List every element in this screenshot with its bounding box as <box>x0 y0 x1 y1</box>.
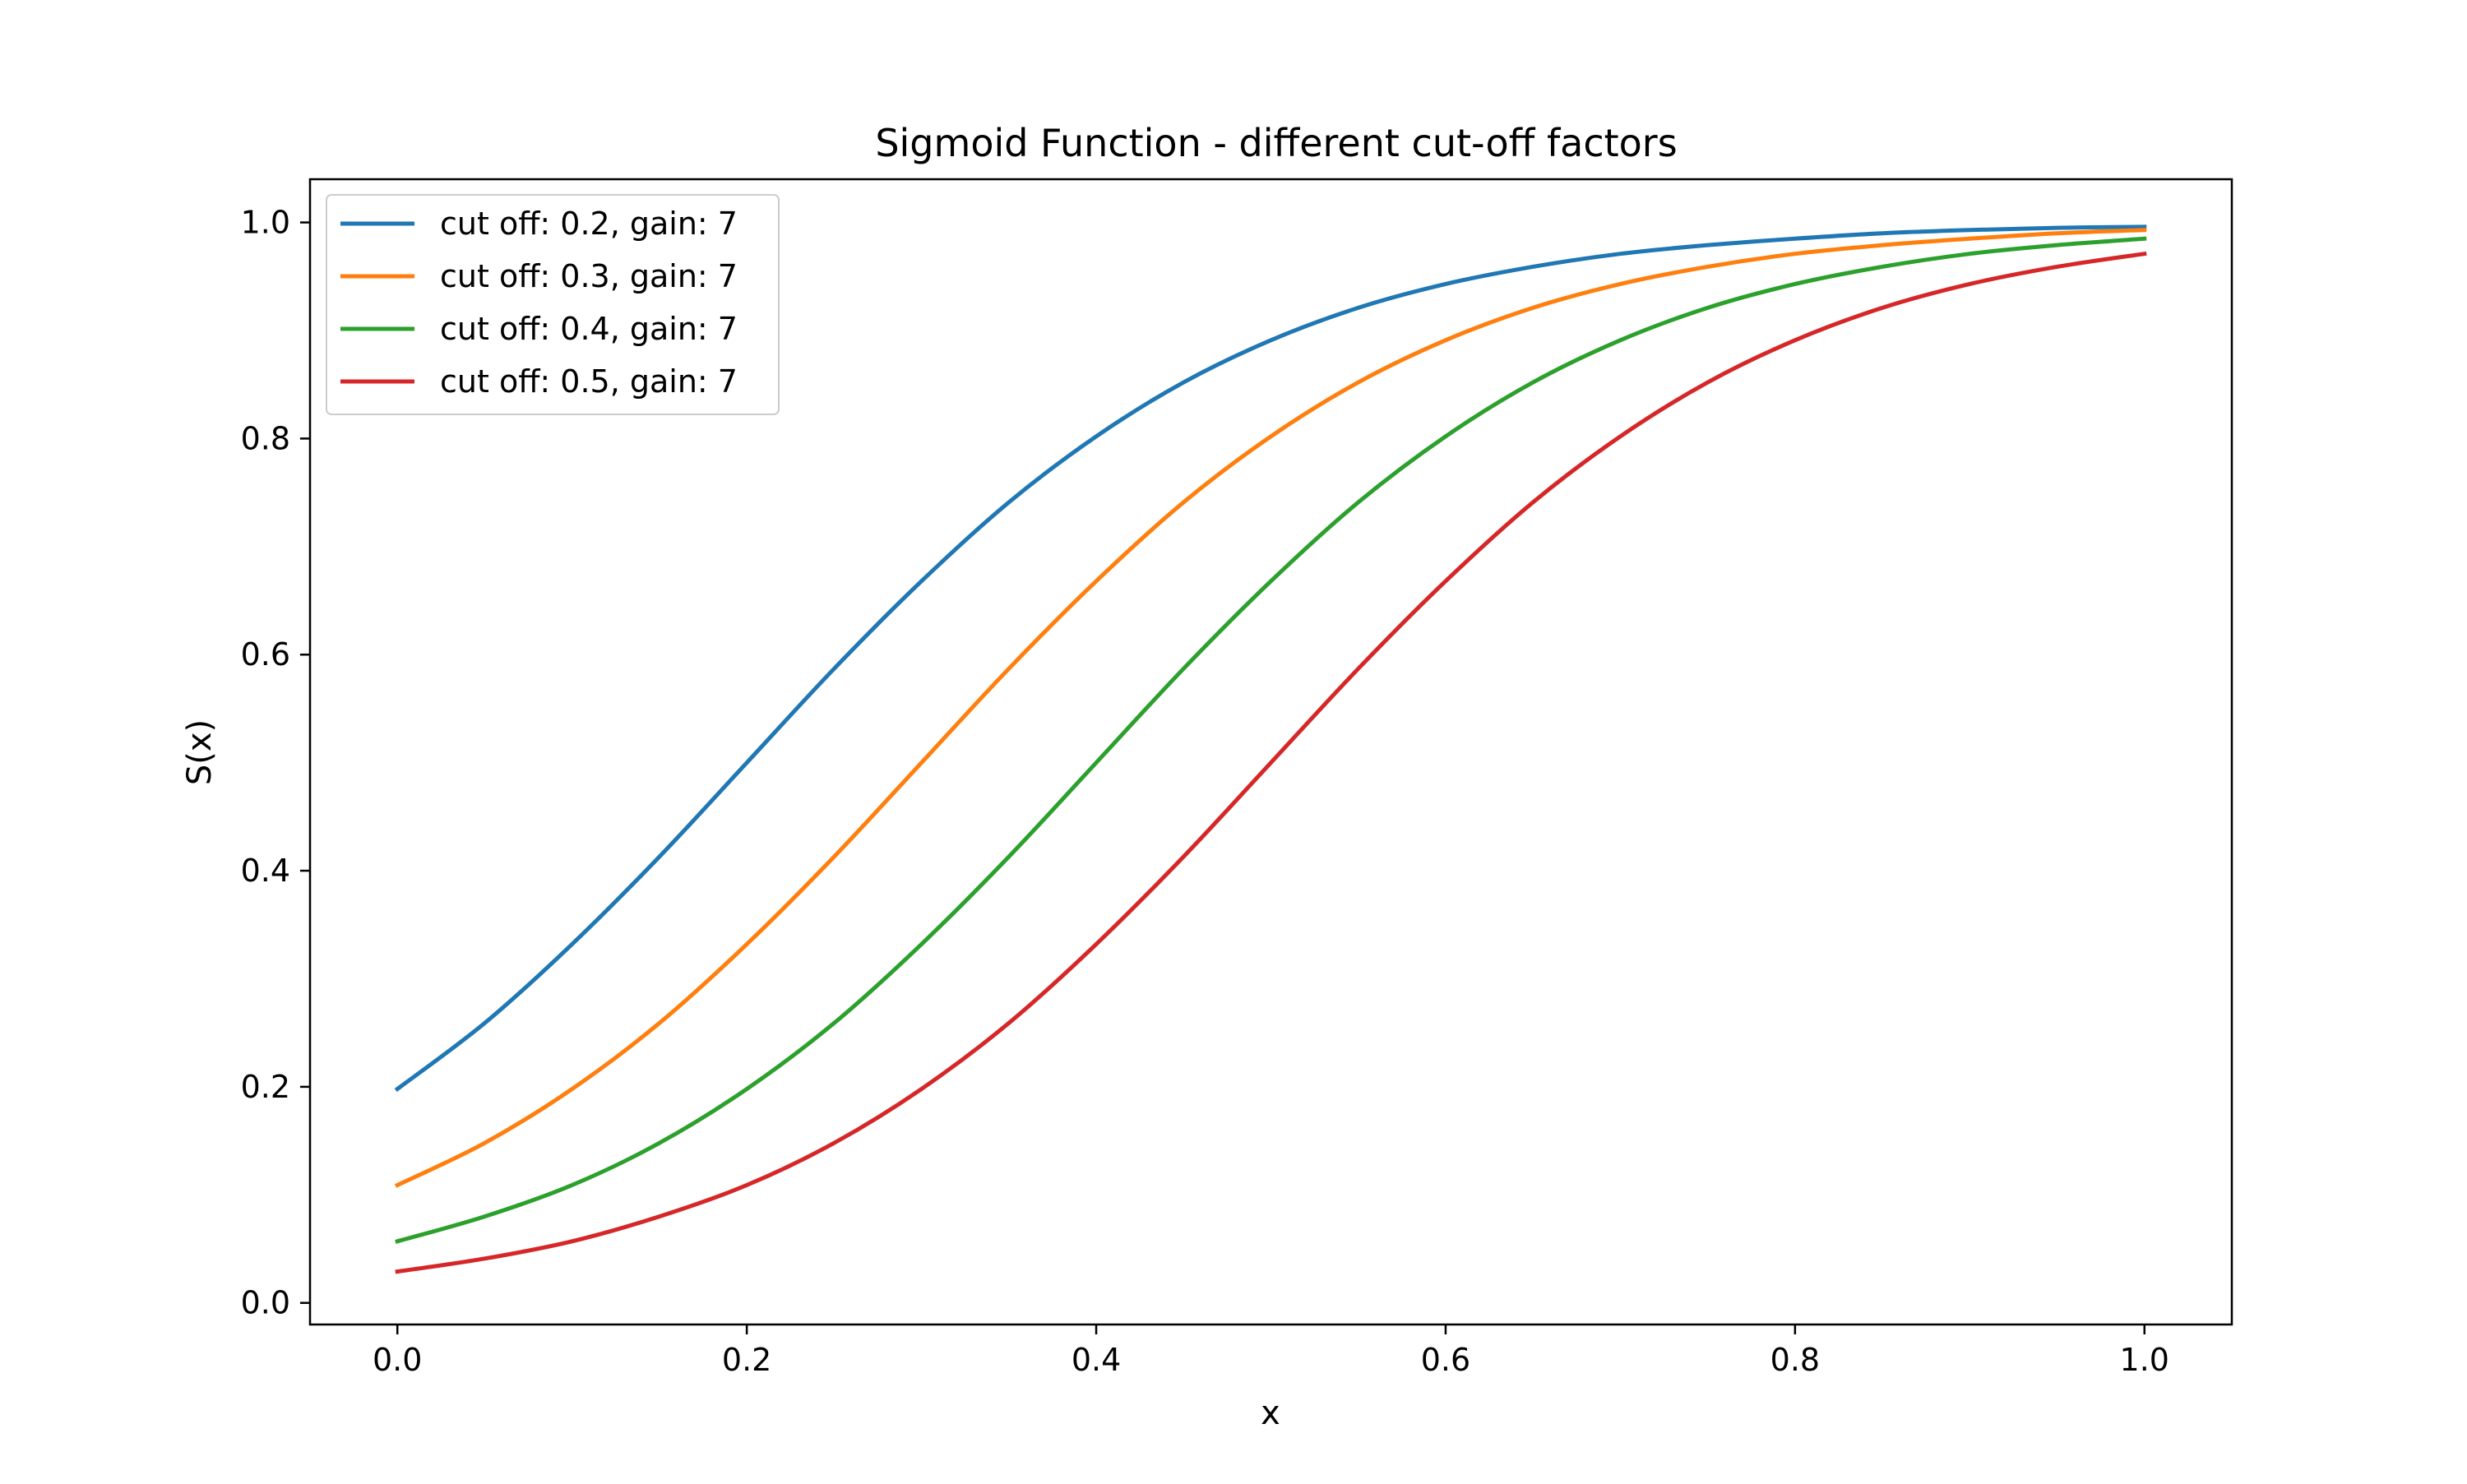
y-tick-label: 0.2 <box>241 1069 290 1105</box>
y-tick-label: 1.0 <box>241 205 290 241</box>
series-line-1 <box>394 224 2147 1093</box>
x-tick-label: 0.2 <box>722 1342 771 1378</box>
series-layer <box>394 224 2147 1274</box>
x-tick-label: 0.8 <box>1770 1342 1820 1378</box>
x-tick-label: 0.6 <box>1421 1342 1470 1378</box>
x-tick-label: 1.0 <box>2120 1342 2169 1378</box>
legend-frame <box>326 194 780 415</box>
legend: cut off: 0.2, gain: 7 cut off: 0.3, gain:… <box>326 194 780 415</box>
series-line-2 <box>394 228 2147 1188</box>
y-tick-label: 0.0 <box>241 1285 290 1321</box>
legend-label-3: cut off: 0.4, gain: 7 <box>440 311 738 347</box>
y-tick-label: 0.8 <box>241 420 290 456</box>
legend-label-2: cut off: 0.3, gain: 7 <box>440 258 738 294</box>
legend-items: cut off: 0.2, gain: 7 cut off: 0.3, gain:… <box>340 206 738 400</box>
x-axis: 0.0 0.2 0.4 0.6 0.8 1.0 <box>373 1325 2169 1378</box>
y-axis: 0.0 0.2 0.4 0.6 0.8 1.0 <box>241 205 310 1321</box>
series-line-4 <box>395 251 2147 1274</box>
chart-title: Sigmoid Function - different cut-off fac… <box>875 121 1677 165</box>
x-axis-label: x <box>1261 1394 1280 1432</box>
y-axis-label: S(x) <box>181 719 219 785</box>
series-line-3 <box>395 236 2147 1244</box>
x-tick-label: 0.4 <box>1072 1342 1121 1378</box>
y-tick-label: 0.6 <box>241 636 290 673</box>
x-tick-label: 0.0 <box>373 1342 422 1378</box>
legend-label-1: cut off: 0.2, gain: 7 <box>440 206 738 242</box>
legend-label-4: cut off: 0.5, gain: 7 <box>440 363 738 400</box>
y-tick-label: 0.4 <box>241 853 290 889</box>
